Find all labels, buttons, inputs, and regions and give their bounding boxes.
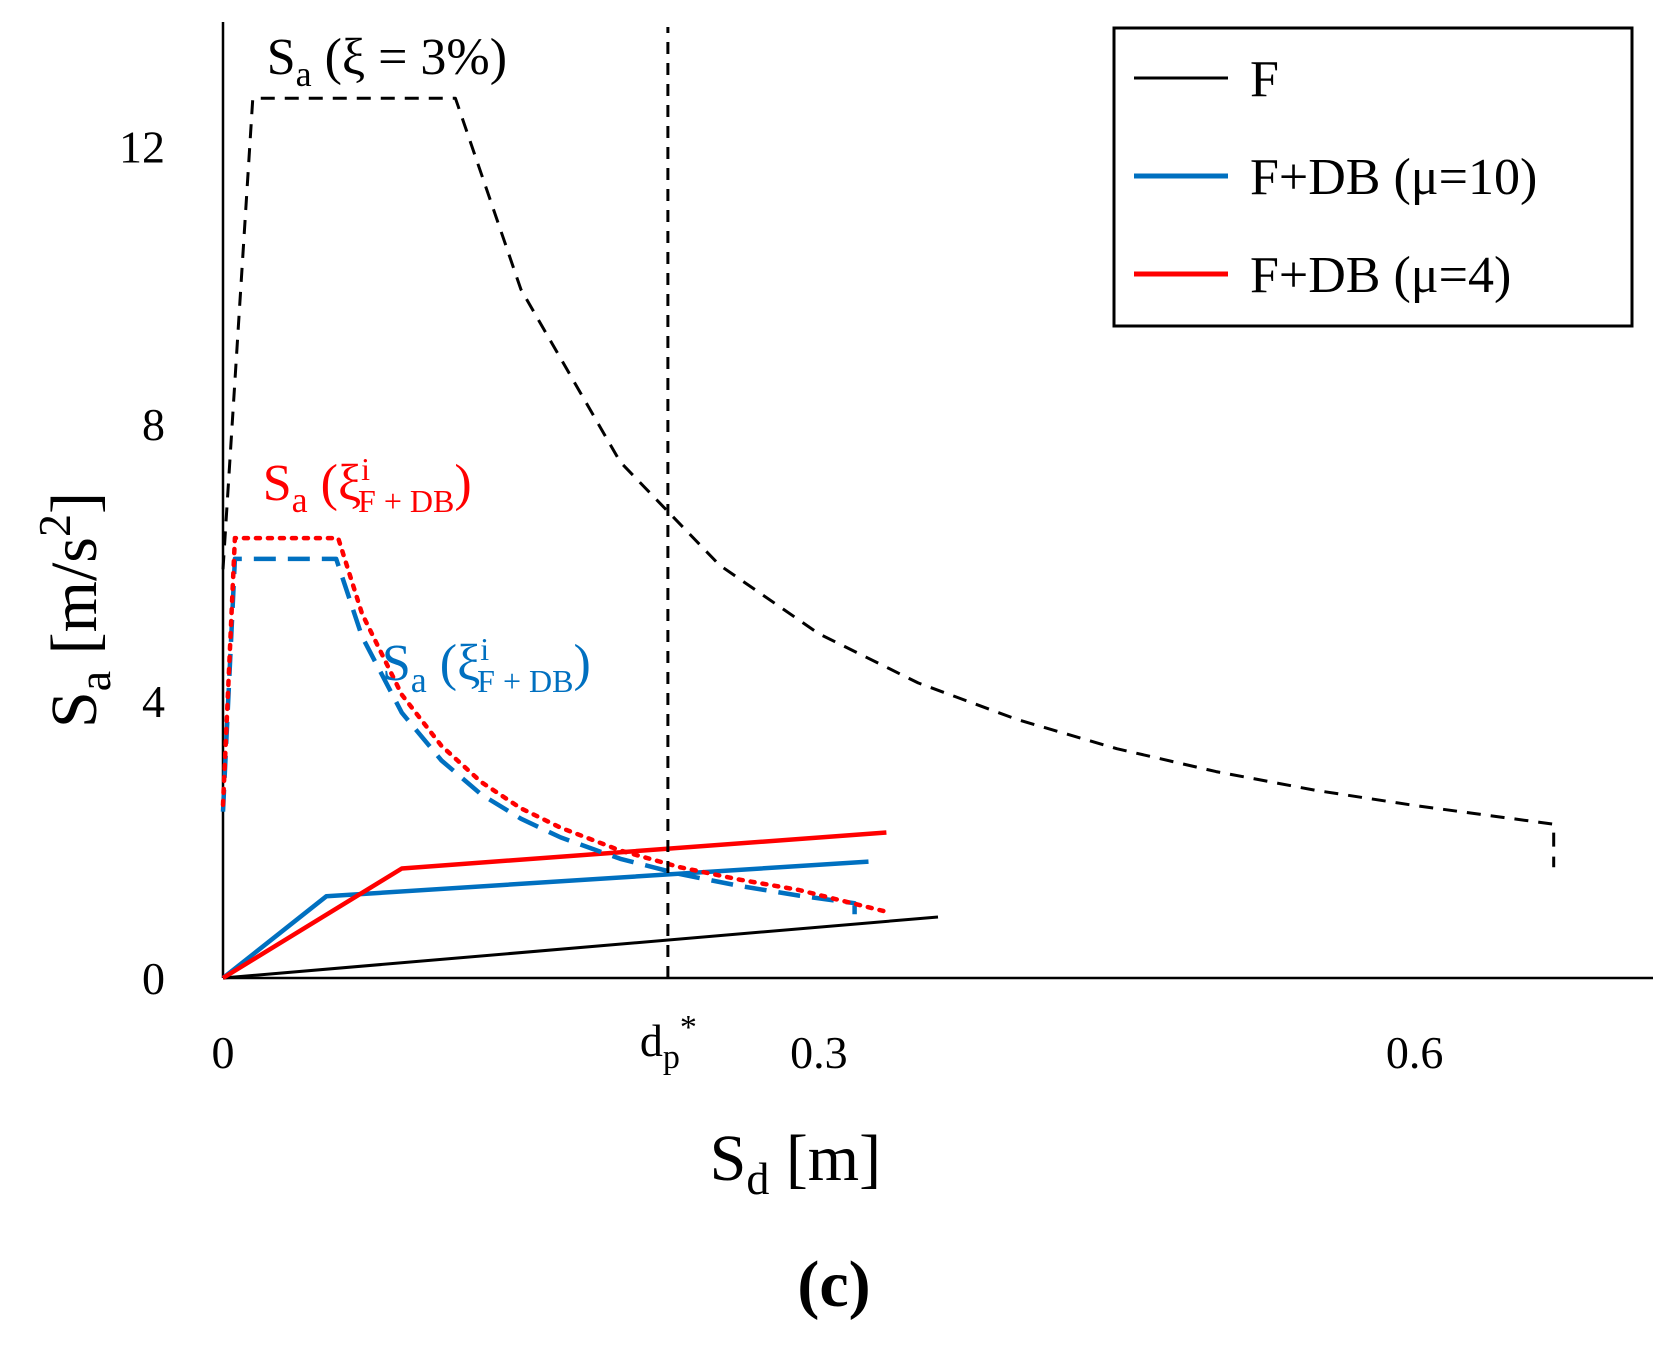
y-tick-labels: 0 4 8 12 — [119, 122, 165, 1004]
y-tick-label-2: 8 — [142, 399, 165, 450]
x-axis-title: Sd [m] — [710, 1122, 882, 1204]
annotation-sa-blue: Sa (ξi F + DB) — [382, 631, 591, 700]
annotation-sa-damping-3pct: Sa (ξ = 3%) — [267, 29, 507, 94]
series-line-1 — [221, 859, 869, 980]
x-tick-label-2: 0.6 — [1386, 1027, 1444, 1078]
series-line-2 — [221, 830, 887, 980]
series-line-3 — [221, 96, 1556, 868]
legend-label-fdb-mu10: F+DB (μ=10) — [1250, 149, 1537, 206]
series-layer — [220, 96, 1556, 980]
series-line-4 — [220, 556, 857, 915]
legend: F F+DB (μ=10) F+DB (μ=4) — [1112, 26, 1634, 328]
y-tick-label-0: 0 — [142, 953, 165, 1004]
series-line-0 — [222, 915, 939, 980]
series-line-5 — [220, 535, 891, 915]
figure-panel-label: (c) — [797, 1248, 870, 1321]
annotation-sa-red: Sa (ξi F + DB) — [263, 451, 472, 520]
y-tick-label-1: 4 — [142, 676, 165, 727]
legend-label-fdb-mu4: F+DB (μ=4) — [1250, 247, 1511, 304]
y-axis-title: Sa [m/s2] — [29, 492, 120, 728]
x-tick-label-0: 0 — [212, 1027, 235, 1078]
dp-tick-label: dp* — [640, 1009, 697, 1076]
x-tick-label-1: 0.3 — [790, 1027, 848, 1078]
y-tick-label-3: 12 — [119, 122, 165, 173]
legend-label-f: F — [1250, 51, 1279, 108]
x-tick-labels: 0 0.3 0.6 — [212, 1027, 1444, 1078]
